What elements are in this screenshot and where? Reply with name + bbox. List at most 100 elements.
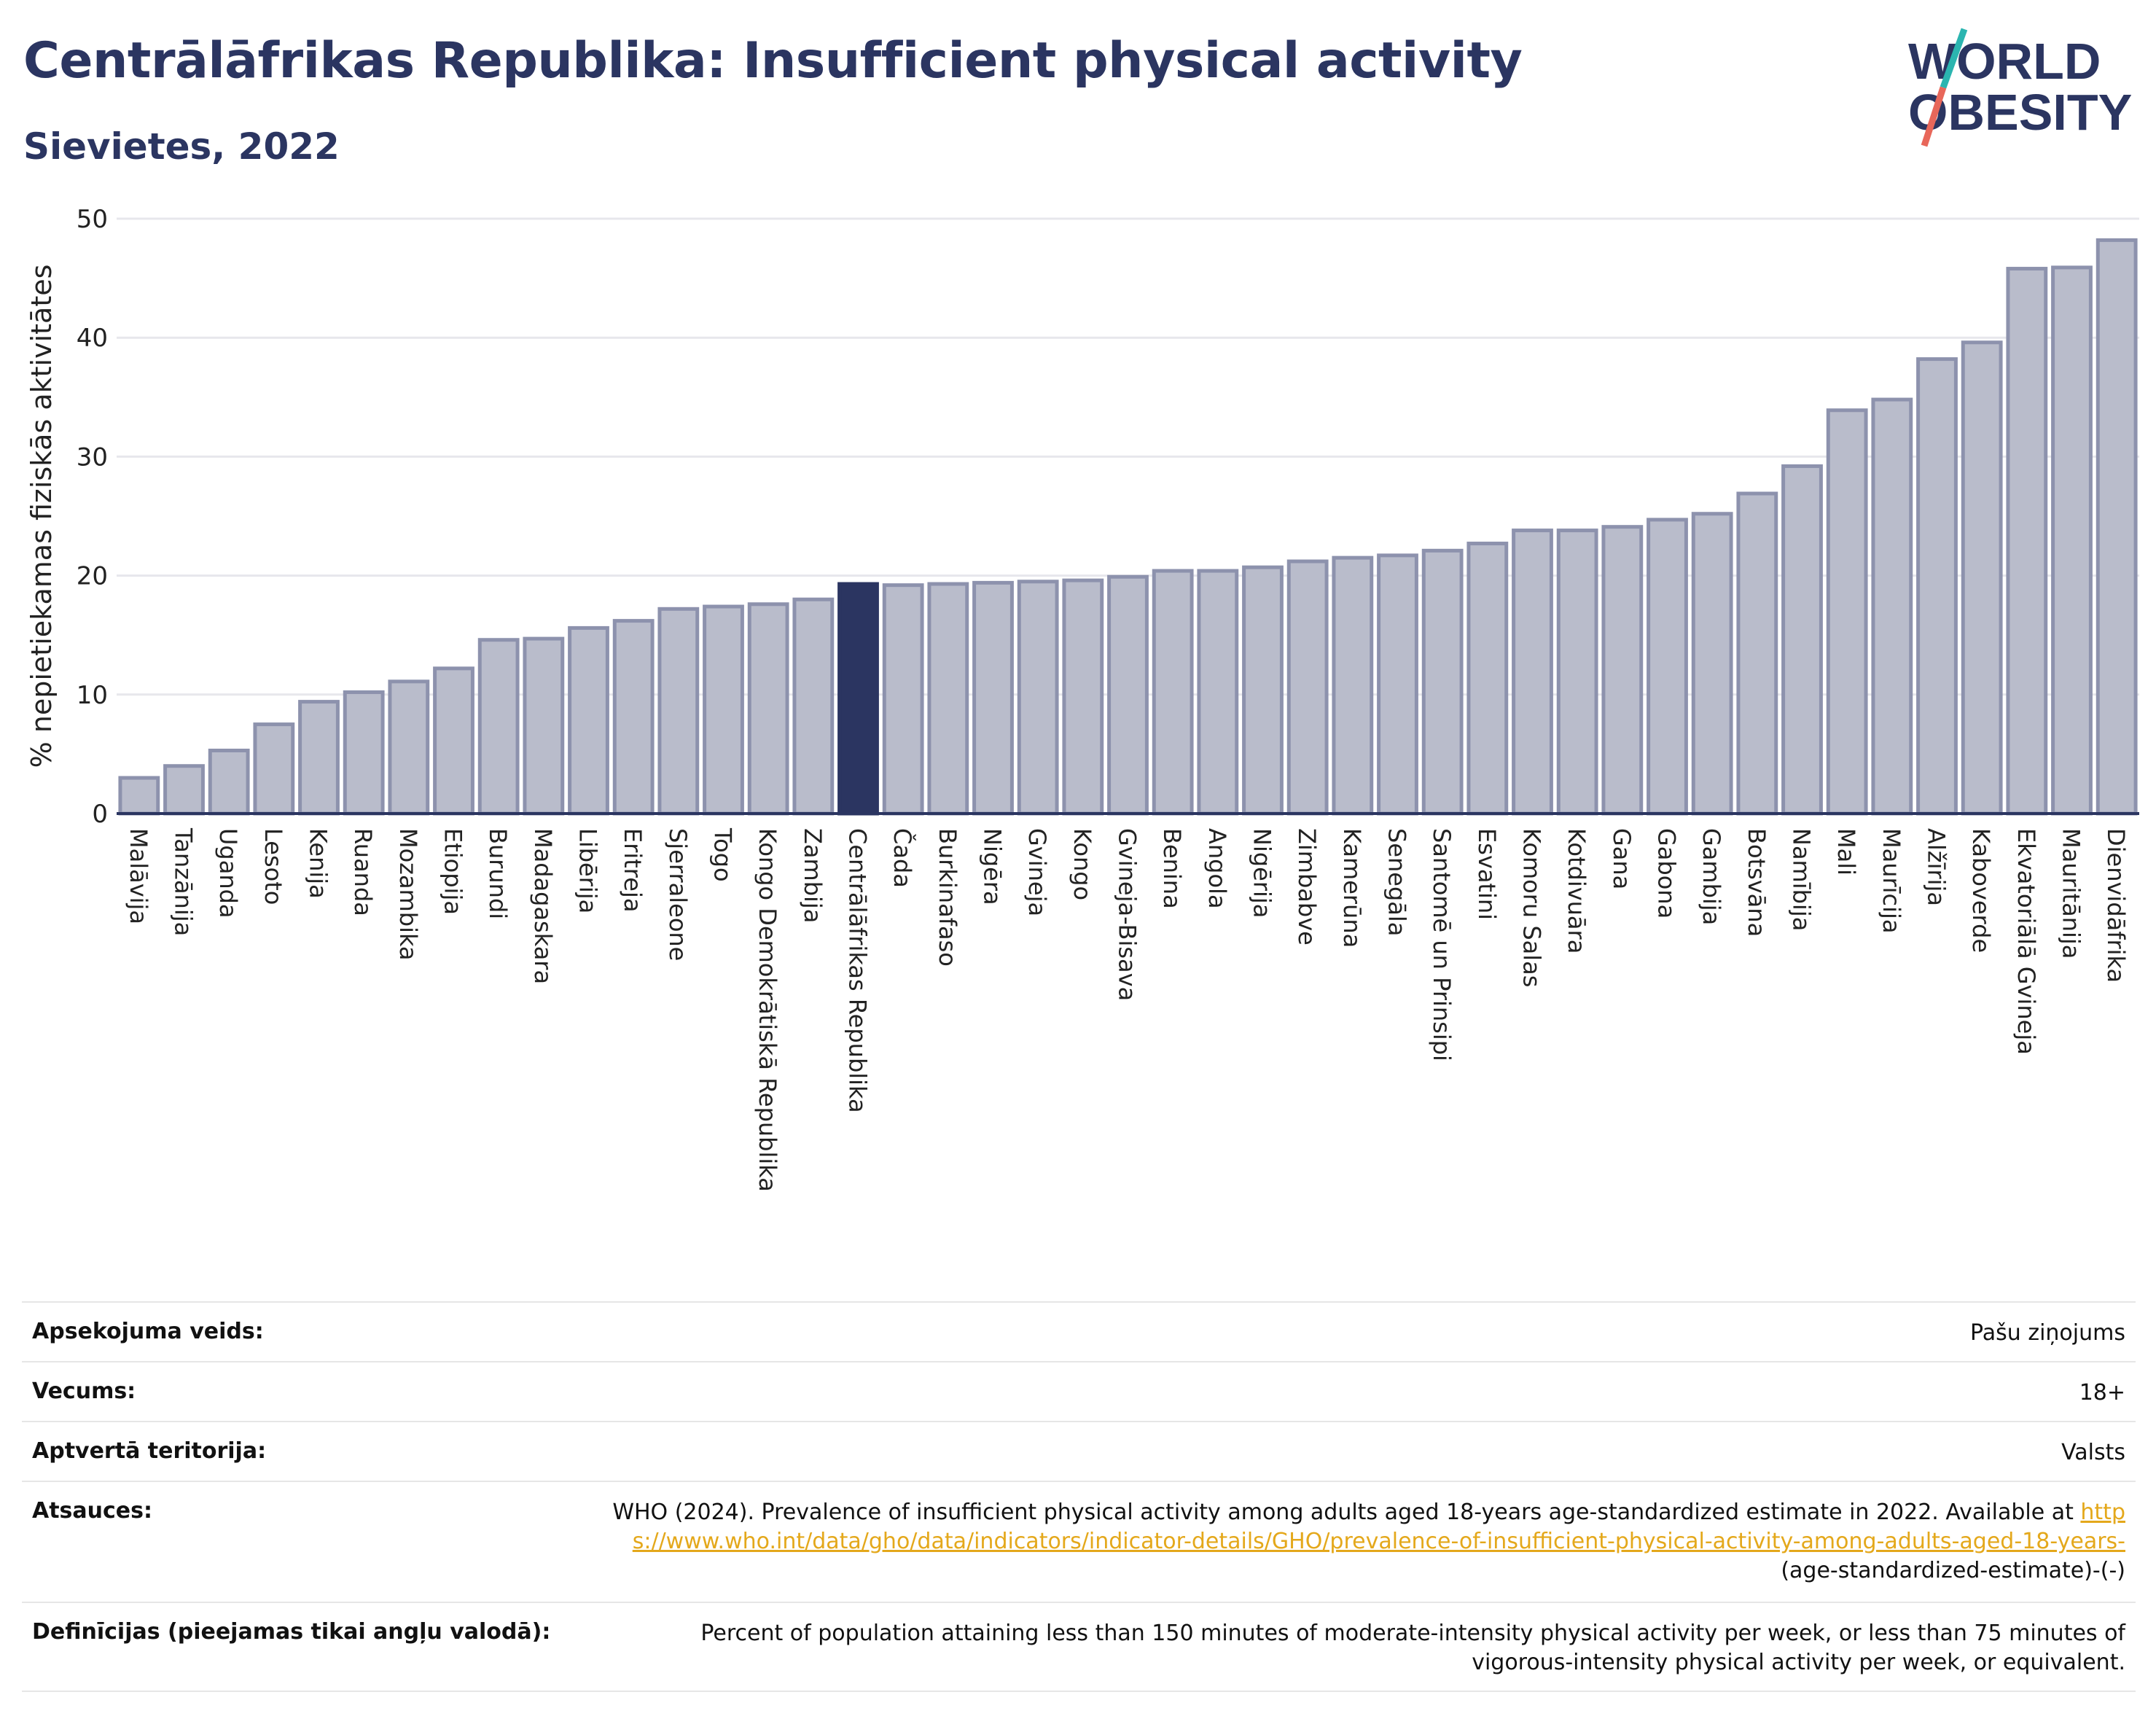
x-category-label: Senegāla: [1383, 828, 1411, 936]
bar: [1961, 340, 2003, 816]
x-category-label: Botsvāna: [1743, 828, 1770, 937]
meta-value: Pašu ziņojums: [1970, 1320, 2125, 1346]
bar: [1377, 553, 1418, 816]
bar: [523, 636, 565, 816]
bar: [2006, 267, 2048, 816]
x-category-label: Etiopija: [440, 828, 467, 915]
bar: [792, 597, 835, 816]
x-category-label: Ekvatoriālā Gvineja: [2012, 828, 2040, 1055]
bar: [433, 666, 474, 816]
logo-text-obesity: OBESITY: [1908, 84, 2132, 141]
bar: [208, 749, 250, 816]
x-category-label: Kamerūna: [1338, 828, 1366, 948]
y-tick-label: 30: [77, 442, 108, 472]
meta-label: Atsauces:: [32, 1498, 152, 1524]
definitions-value: Percent of population attaining less tha…: [700, 1621, 2125, 1675]
x-category-label: Nigēra: [979, 828, 1007, 905]
sources-suffix: (age-standardized-estimate)-(-): [1781, 1558, 2125, 1583]
bar: [1421, 548, 1464, 816]
x-category-label: Burkinafaso: [934, 828, 961, 967]
bar: [1466, 542, 1509, 816]
y-tick-label: 0: [92, 800, 108, 829]
x-category-label: Centrālāfrikas Republika: [844, 828, 872, 1113]
logo-slash-teal: [1940, 28, 1968, 89]
bar: [1152, 569, 1194, 816]
meta-row: Apsekojuma veids: Pašu ziņojums: [22, 1301, 2136, 1361]
x-category-labels: Malāvija Tanzānija Uganda Lesoto Kenija Ruand…: [125, 827, 2130, 1192]
x-category-label: Gvineja-Bisava: [1114, 828, 1141, 1001]
x-category-label: Gambija: [1698, 828, 1725, 925]
page-subtitle: Sievietes, 2022: [23, 125, 340, 168]
x-category-label: Gvineja: [1023, 828, 1051, 916]
x-category-label: Kongo Demokrātiskā Republika: [754, 828, 781, 1192]
bar: [703, 604, 744, 816]
bar: [1826, 408, 1868, 816]
sources-value: WHO (2024). Prevalence of insufficient p…: [595, 1498, 2125, 1586]
meta-value: 18+: [2079, 1380, 2125, 1405]
meta-label: Aptvertā teritorija:: [32, 1438, 267, 1464]
bar: [343, 690, 385, 816]
meta-label: Vecums:: [32, 1379, 136, 1404]
bar: [163, 764, 205, 816]
bar-chart: 0 10 20 30 40 50 Malāvija Tanzānija Uganda Lesot…: [26, 205, 2139, 1192]
y-tick-label: 20: [77, 562, 108, 591]
x-category-label: Eritreja: [619, 828, 647, 912]
x-category-label: Čada: [888, 828, 917, 888]
bar: [298, 700, 340, 816]
x-category-label: Kaboverde: [1967, 828, 1995, 953]
bar: [2051, 265, 2093, 816]
x-category-label: Burundi: [484, 828, 512, 919]
x-category-label: Namībija: [1788, 828, 1816, 931]
bar: [1512, 529, 1553, 816]
x-category-label: Kotdivuāra: [1563, 828, 1590, 954]
logo-slash-coral: [1921, 86, 1947, 147]
page-title: Centrālāfrikas Republika: Insufficient p…: [23, 32, 1523, 90]
bar: [1871, 397, 1913, 816]
bar: [568, 625, 609, 816]
bar: [118, 776, 160, 816]
bar: [1647, 518, 1688, 816]
x-category-label: Uganda: [214, 828, 242, 919]
bars: [118, 238, 2138, 816]
bar: [1916, 357, 1958, 816]
x-category-label: Maurīcija: [1878, 828, 1905, 934]
x-category-label: Gabona: [1653, 828, 1681, 919]
bar: [1197, 569, 1239, 816]
x-category-label: Mozambika: [394, 828, 422, 961]
x-category-label: Ruanda: [349, 828, 377, 916]
bar: [1062, 578, 1104, 816]
x-category-label: Kenija: [305, 828, 332, 899]
bar: [1601, 525, 1644, 816]
bar: [1736, 491, 1778, 816]
bar: [253, 722, 295, 816]
x-category-label: Lesoto: [259, 828, 287, 905]
bar: [1286, 559, 1329, 816]
x-category-label: Alžīrija: [1923, 828, 1950, 906]
x-category-label: Nigērija: [1249, 828, 1276, 918]
x-category-label: Benina: [1158, 828, 1186, 909]
bar: [747, 602, 789, 816]
bar: [1691, 512, 1733, 816]
x-category-label: Komoru Salas: [1518, 828, 1546, 987]
bar: [1242, 565, 1284, 816]
bar: [837, 582, 879, 816]
sources-link[interactable]: https://www.who.int/data/gho/data/indica…: [632, 1500, 2125, 1554]
y-tick-label: 50: [77, 205, 108, 234]
x-category-label: Madagaskara: [529, 828, 557, 984]
x-category-label: Dienvidāfrika: [2102, 828, 2130, 983]
bar: [2096, 238, 2138, 816]
meta-label: Apsekojuma veids:: [32, 1319, 264, 1344]
x-category-label: Tanzānija: [170, 827, 198, 936]
meta-row-sources: Atsauces: WHO (2024). Prevalence of insuf…: [22, 1481, 2136, 1602]
logo-text-world: WORLD: [1908, 33, 2101, 90]
meta-row: Aptvertā teritorija: Valsts: [22, 1421, 2136, 1481]
y-tick-label: 10: [77, 681, 108, 710]
meta-value: Valsts: [2061, 1440, 2125, 1465]
x-category-label: Angola: [1203, 828, 1231, 909]
bar: [388, 679, 430, 816]
bar: [657, 607, 700, 816]
bar: [612, 619, 655, 816]
x-category-label: Malāvija: [125, 828, 152, 924]
bar: [1781, 464, 1823, 816]
x-category-label: Togo: [709, 827, 737, 882]
